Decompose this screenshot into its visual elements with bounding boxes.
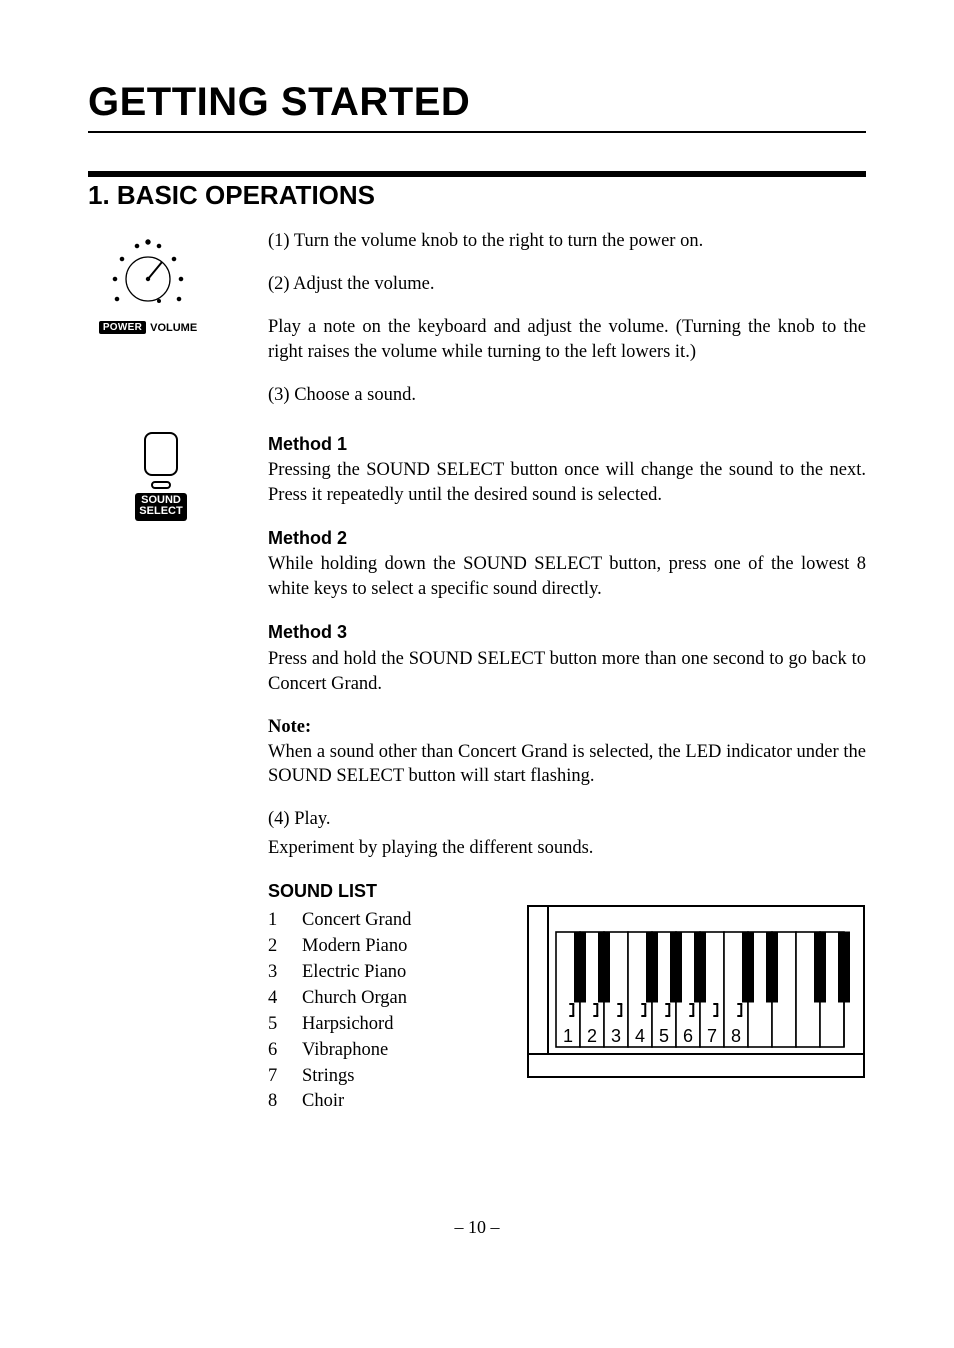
method-1-heading: Method 1 xyxy=(268,432,866,456)
sound-list-name: Vibraphone xyxy=(302,1038,423,1064)
volume-label: VOLUME xyxy=(150,322,197,334)
svg-text:4: 4 xyxy=(635,1026,645,1046)
svg-text:6: 6 xyxy=(683,1026,693,1046)
chapter-title: GETTING STARTED xyxy=(88,80,866,133)
sound-list-heading: SOUND LIST xyxy=(268,879,866,903)
method-2-heading: Method 2 xyxy=(268,526,866,550)
sound-list-row: 8Choir xyxy=(268,1089,423,1115)
sound-list-number: 7 xyxy=(268,1064,302,1090)
step-2-detail: Play a note on the keyboard and adjust t… xyxy=(268,315,866,365)
svg-text:5: 5 xyxy=(659,1026,669,1046)
sound-list-name: Electric Piano xyxy=(302,960,423,986)
sound-select-led-icon xyxy=(151,481,171,489)
sound-select-label: SOUNDSELECT xyxy=(135,493,186,521)
svg-text:3: 3 xyxy=(611,1026,621,1046)
volume-knob-icon xyxy=(105,235,191,315)
note-heading: Note: xyxy=(268,715,866,740)
sound-list-name: Concert Grand xyxy=(302,908,423,934)
sound-list-row: 4Church Organ xyxy=(268,986,423,1012)
sound-select-button-icon xyxy=(144,432,178,476)
method-1-text: Pressing the SOUND SELECT button once wi… xyxy=(268,458,866,508)
page-number: – 10 – xyxy=(0,1217,954,1238)
sound-list-name: Strings xyxy=(302,1064,423,1090)
sound-list-row: 2Modern Piano xyxy=(268,934,423,960)
sound-list-row: 5Harpsichord xyxy=(268,1012,423,1038)
svg-text:1: 1 xyxy=(563,1026,573,1046)
sound-list-name: Modern Piano xyxy=(302,934,423,960)
method-3-text: Press and hold the SOUND SELECT button m… xyxy=(268,647,866,697)
sound-list-name: Church Organ xyxy=(302,986,423,1012)
note-text: When a sound other than Concert Grand is… xyxy=(268,740,866,790)
step-4b: Experiment by playing the different soun… xyxy=(268,836,866,861)
svg-text:7: 7 xyxy=(707,1026,717,1046)
svg-text:2: 2 xyxy=(587,1026,597,1046)
sound-list-table: 1Concert Grand2Modern Piano3Electric Pia… xyxy=(268,908,423,1116)
sound-list-number: 5 xyxy=(268,1012,302,1038)
keyboard-diagram: 12345678 xyxy=(526,904,866,1087)
step-1: (1) Turn the volume knob to the right to… xyxy=(268,229,866,254)
sound-list-row: 6Vibraphone xyxy=(268,1038,423,1064)
step-2: (2) Adjust the volume. xyxy=(268,272,866,297)
sound-list-number: 1 xyxy=(268,908,302,934)
sound-list-number: 3 xyxy=(268,960,302,986)
method-2-text: While holding down the SOUND SELECT butt… xyxy=(268,552,866,602)
sound-list-number: 6 xyxy=(268,1038,302,1064)
power-badge: POWER xyxy=(99,321,146,334)
sound-list-name: Harpsichord xyxy=(302,1012,423,1038)
volume-knob-figure: POWER VOLUME xyxy=(88,235,208,335)
section-title: 1. BASIC OPERATIONS xyxy=(88,171,866,211)
sound-list-name: Choir xyxy=(302,1089,423,1115)
sound-select-figure: SOUNDSELECT xyxy=(126,432,196,521)
step-3: (3) Choose a sound. xyxy=(268,383,866,408)
svg-text:8: 8 xyxy=(731,1026,741,1046)
sound-list-row: 1Concert Grand xyxy=(268,908,423,934)
sound-list-number: 2 xyxy=(268,934,302,960)
method-3-heading: Method 3 xyxy=(268,620,866,644)
sound-list-number: 4 xyxy=(268,986,302,1012)
sound-list-row: 3Electric Piano xyxy=(268,960,423,986)
sound-list-number: 8 xyxy=(268,1089,302,1115)
step-4a: (4) Play. xyxy=(268,807,866,832)
sound-list-row: 7Strings xyxy=(268,1064,423,1090)
